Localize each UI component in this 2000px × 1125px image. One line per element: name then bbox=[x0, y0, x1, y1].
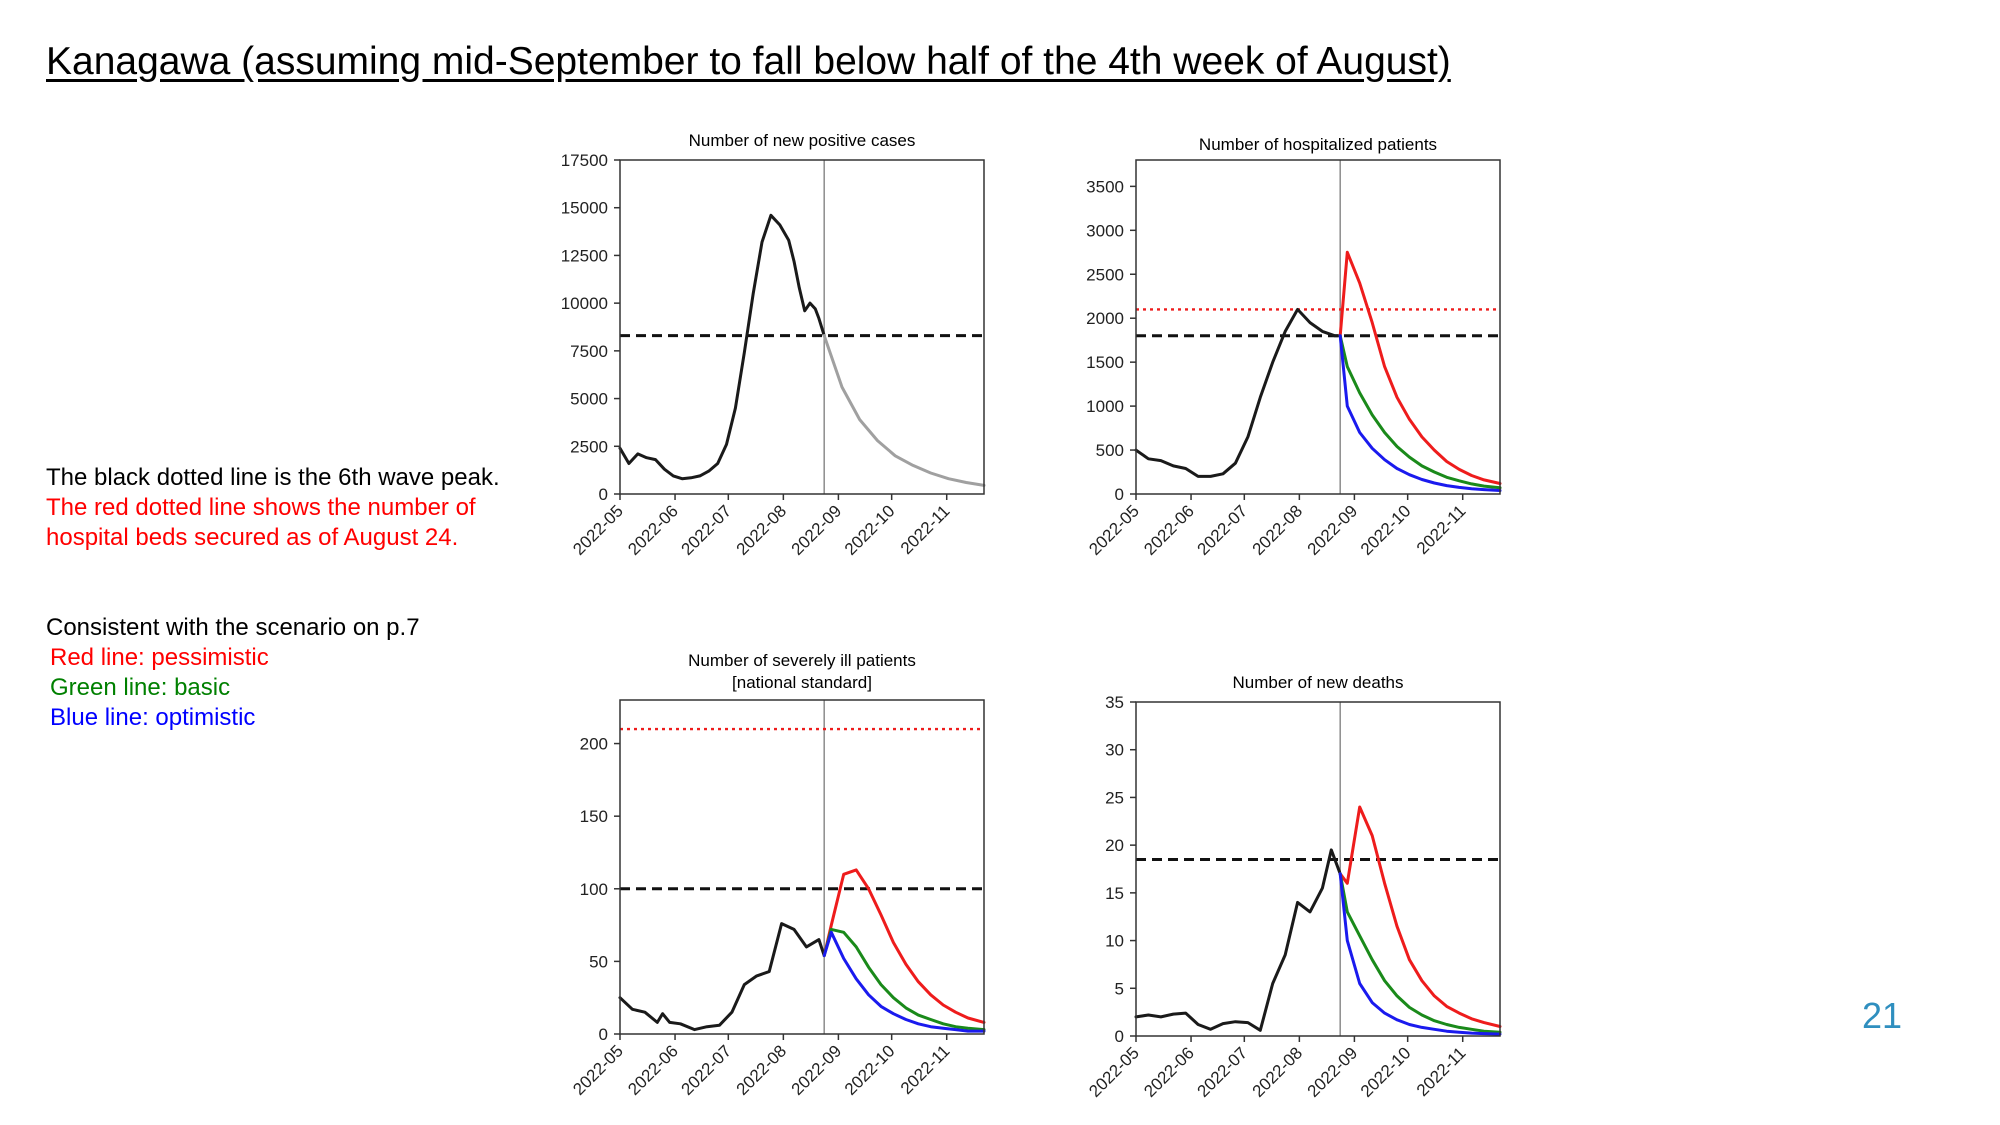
y-tick-label: 0 bbox=[1115, 1027, 1124, 1046]
x-tick-label: 2022-07 bbox=[1194, 1043, 1252, 1101]
x-tick-label: 2022-11 bbox=[897, 1041, 954, 1098]
page-number: 21 bbox=[1862, 995, 1903, 1036]
y-tick-label: 3500 bbox=[1086, 177, 1124, 196]
y-tick-label: 17500 bbox=[561, 151, 608, 170]
x-tick-label: 2022-05 bbox=[1085, 1043, 1143, 1101]
series-line-actual bbox=[618, 922, 826, 1032]
x-tick-label: 2022-06 bbox=[624, 1041, 682, 1099]
plot-frame bbox=[619, 699, 985, 1035]
x-tick-label: 2022-09 bbox=[1304, 501, 1362, 559]
series-line-actual bbox=[618, 213, 826, 481]
x-tick-label: 2022-10 bbox=[1357, 501, 1415, 559]
chart-title: Number of severely ill patients bbox=[688, 651, 916, 670]
series-line-projection bbox=[822, 334, 986, 487]
plot-frame bbox=[1135, 701, 1501, 1037]
y-tick-label: 500 bbox=[1096, 441, 1124, 460]
x-tick-label: 2022-05 bbox=[569, 501, 627, 559]
y-tick-label: 10000 bbox=[561, 294, 608, 313]
y-tick-label: 200 bbox=[580, 735, 608, 754]
y-tick-label: 35 bbox=[1105, 693, 1124, 712]
y-tick-label: 0 bbox=[599, 1025, 608, 1044]
series-line-pessimistic bbox=[1338, 805, 1502, 1028]
scenario-green-label: Green line: basic bbox=[50, 674, 231, 701]
scenario-blue-label: Blue line: optimistic bbox=[50, 704, 256, 731]
x-tick-label: 2022-06 bbox=[1140, 501, 1198, 559]
y-tick-label: 5 bbox=[1115, 979, 1124, 998]
chart-severely-ill: Number of severely ill patients [national… bbox=[569, 651, 986, 1099]
y-tick-label: 30 bbox=[1105, 741, 1124, 760]
scenario-note: Consistent with the scenario on p.7 Red … bbox=[46, 613, 420, 733]
y-tick-label: 12500 bbox=[561, 246, 608, 265]
chart-title: Number of new deaths bbox=[1232, 673, 1403, 692]
x-tick-label: 2022-08 bbox=[733, 1041, 791, 1099]
x-tick-label: 2022-08 bbox=[1249, 1043, 1307, 1101]
series-line-pessimistic bbox=[822, 868, 986, 1024]
series-line-optimistic bbox=[1338, 872, 1502, 1036]
y-tick-label: 7500 bbox=[570, 342, 608, 361]
scenario-title: Consistent with the scenario on p.7 bbox=[46, 614, 420, 641]
x-tick-label: 2022-10 bbox=[1357, 1043, 1415, 1101]
y-tick-label: 2000 bbox=[1086, 309, 1124, 328]
series-line-basic bbox=[1338, 872, 1502, 1034]
slide-title: Kanagawa (assuming mid-September to fall… bbox=[46, 40, 1451, 83]
y-tick-label: 15000 bbox=[561, 199, 608, 218]
y-tick-label: 10 bbox=[1105, 932, 1124, 951]
x-tick-label: 2022-08 bbox=[1249, 501, 1307, 559]
x-tick-label: 2022-05 bbox=[569, 1041, 627, 1099]
black-line-note: The black dotted line is the 6th wave pe… bbox=[46, 464, 500, 491]
scenario-red-label: Red line: pessimistic bbox=[50, 644, 269, 671]
y-tick-label: 5000 bbox=[570, 390, 608, 409]
red-line-note-1: The red dotted line shows the number of bbox=[46, 494, 476, 521]
legend-note: The black dotted line is the 6th wave pe… bbox=[46, 463, 500, 553]
series-line-basic bbox=[1338, 334, 1502, 490]
x-tick-label: 2022-10 bbox=[841, 501, 899, 559]
x-tick-label: 2022-07 bbox=[678, 1041, 736, 1099]
y-tick-label: 25 bbox=[1105, 788, 1124, 807]
y-tick-label: 15 bbox=[1105, 884, 1124, 903]
y-tick-label: 1000 bbox=[1086, 397, 1124, 416]
x-tick-label: 2022-07 bbox=[678, 501, 736, 559]
chart-subtitle: [national standard] bbox=[732, 673, 872, 692]
x-tick-label: 2022-06 bbox=[624, 501, 682, 559]
x-tick-label: 2022-11 bbox=[897, 501, 954, 558]
plot-frame bbox=[1135, 159, 1501, 495]
series-line-optimistic bbox=[1338, 334, 1502, 492]
series-line-pessimistic bbox=[1338, 250, 1502, 485]
chart-title: Number of new positive cases bbox=[689, 131, 916, 150]
y-tick-label: 1500 bbox=[1086, 353, 1124, 372]
plot-frame bbox=[619, 159, 985, 495]
x-tick-label: 2022-06 bbox=[1140, 1043, 1198, 1101]
y-tick-label: 0 bbox=[599, 485, 608, 504]
x-tick-label: 2022-11 bbox=[1413, 1043, 1470, 1100]
series-line-actual bbox=[1134, 307, 1342, 478]
y-tick-label: 50 bbox=[589, 952, 608, 971]
x-tick-label: 2022-08 bbox=[733, 501, 791, 559]
y-tick-label: 100 bbox=[580, 880, 608, 899]
chart-new-cases: Number of new positive cases 0 2500 5000 750… bbox=[561, 131, 986, 559]
x-tick-label: 2022-07 bbox=[1194, 501, 1252, 559]
x-tick-label: 2022-11 bbox=[1413, 501, 1470, 558]
red-line-note-2: hospital beds secured as of August 24. bbox=[46, 524, 459, 551]
x-tick-label: 2022-05 bbox=[1085, 501, 1143, 559]
y-tick-label: 2500 bbox=[570, 437, 608, 456]
x-tick-label: 2022-09 bbox=[788, 1041, 846, 1099]
chart-hospitalized: Number of hospitalized patients 0 500 1000 1… bbox=[1085, 135, 1502, 559]
y-tick-label: 2500 bbox=[1086, 265, 1124, 284]
y-tick-label: 20 bbox=[1105, 836, 1124, 855]
x-tick-label: 2022-09 bbox=[788, 501, 846, 559]
series-line-basic bbox=[822, 927, 986, 1032]
y-tick-label: 3000 bbox=[1086, 221, 1124, 240]
y-tick-label: 150 bbox=[580, 807, 608, 826]
x-tick-label: 2022-09 bbox=[1304, 1043, 1362, 1101]
series-line-optimistic bbox=[822, 930, 986, 1033]
y-tick-label: 0 bbox=[1115, 485, 1124, 504]
x-tick-label: 2022-10 bbox=[841, 1041, 899, 1099]
chart-title: Number of hospitalized patients bbox=[1199, 135, 1437, 154]
series-line-actual bbox=[1134, 848, 1342, 1032]
chart-new-deaths: Number of new deaths 0 5 10 15 20 25 30 35 2022-0… bbox=[1085, 673, 1502, 1101]
